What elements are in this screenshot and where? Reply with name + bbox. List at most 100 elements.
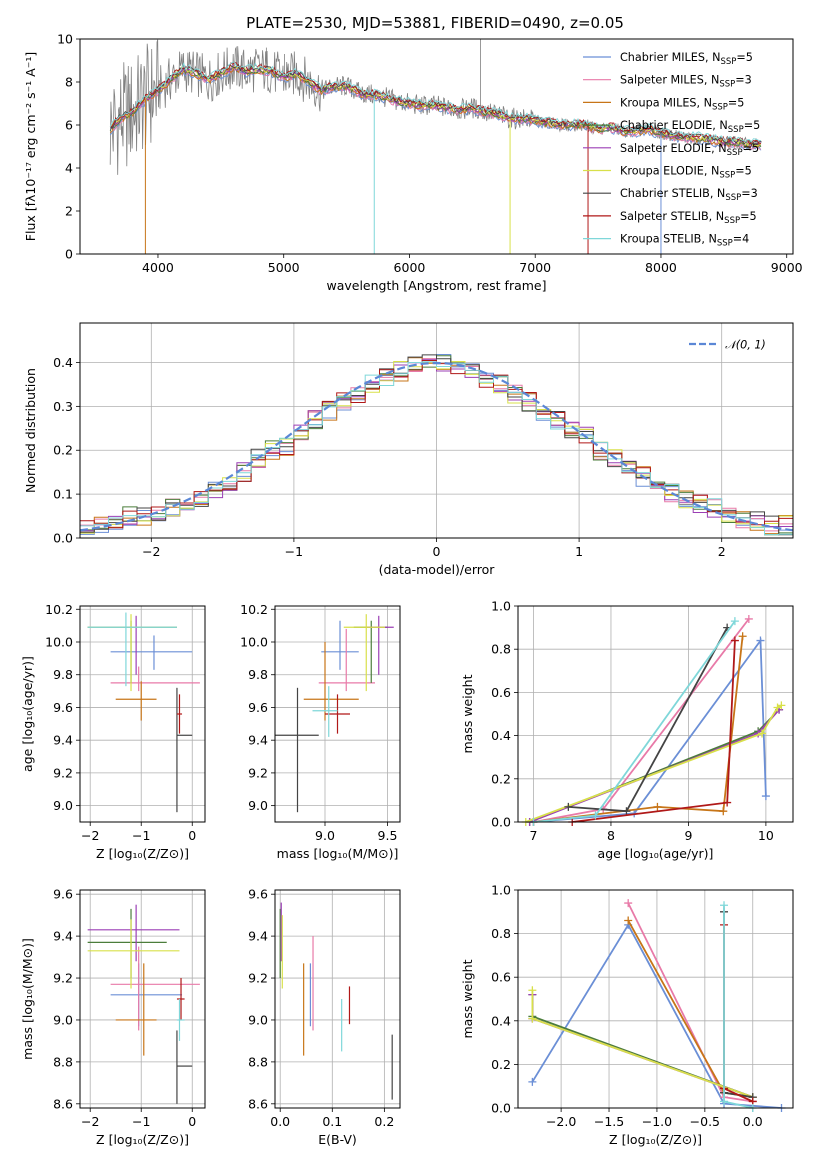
x-tick-label: 9 [684,828,692,843]
legend-subscript: SSP [712,102,728,112]
y-tick-label: 9.4 [248,733,268,748]
y-axis-label: mass weight [460,959,475,1038]
x-axis-label: (data-model)/error [379,562,496,577]
x-tick-label: 0 [188,828,196,843]
y-tick-label: 9.2 [248,765,268,780]
legend-text: Salpeter ELODIE, N [620,142,727,155]
legend-subscript: SSP [724,216,740,226]
legend-entry: Salpeter MILES, NSSP=3 [620,74,752,90]
plus-marker [591,811,600,820]
y-tick-label: 0.2 [491,1057,511,1072]
legend-suffix: =3 [741,187,758,200]
x-axis-label: mass [log₁₀(M/M⊙)] [277,846,399,861]
legend-entry: Kroupa ELODIE, NSSP=5 [620,165,752,181]
legend-suffix: =5 [743,142,760,155]
x-tick-label: 0 [433,544,441,559]
y-tick-label: 8 [65,75,73,90]
legend-text: Kroupa ELODIE, N [620,165,719,178]
mass-weight-line [627,902,753,1103]
mass-vs-metallicity-panel: −2 −1 0 8.6 8.8 9.0 9.2 9.4 9.6 Z [log₁₀(Z/Z⊙)] ma… [20,887,206,1147]
normal-reference-curve [80,361,793,532]
x-tick-label: 9.0 [315,828,335,843]
legend-subscript: SSP [725,193,741,203]
y-tick-label: 0.6 [491,970,511,985]
y-tick-label: 9.4 [53,733,73,748]
y-tick-label: 0.0 [491,1101,511,1116]
y-tick-label: 9.4 [248,929,268,944]
y-tick-label: 9.8 [53,667,73,682]
y-tick-label: 0.0 [491,815,511,830]
y-tick-label: 9.6 [53,887,73,902]
x-axis-label: wavelength [Angstrom, rest frame] [326,278,546,293]
x-tick-label: 0 [188,1114,196,1129]
x-tick-label: 0.0 [270,1114,290,1129]
x-tick-label: 5000 [268,260,300,275]
y-tick-label: 0.4 [491,1013,511,1028]
x-tick-label: 7 [530,828,538,843]
y-tick-label: 0.8 [491,642,511,657]
x-tick-label: 9000 [771,260,803,275]
plus-marker [720,901,729,910]
y-tick-label: 10.0 [45,635,73,650]
model-fit-line [109,61,761,143]
y-tick-label: 8.6 [248,1096,268,1111]
y-tick-label: 0.8 [491,926,511,941]
x-tick-label: 0.1 [322,1114,342,1129]
legend-suffix: =5 [728,96,745,109]
y-tick-label: 9.2 [53,971,73,986]
y-tick-label: 9.0 [53,798,73,813]
axes-frame [274,605,401,823]
legend-suffix: =3 [735,74,752,87]
y-tick-label: 8.8 [53,1054,73,1069]
y-tick-label: 0.2 [491,771,511,786]
legend-entry: Kroupa MILES, NSSP=5 [620,96,744,112]
mass-weight-line [529,709,780,822]
x-tick-label: 10 [758,828,774,843]
legend-suffix: =4 [733,233,750,246]
model-fit-line [109,64,761,147]
x-tick-label: −2.0 [546,1114,576,1129]
histogram-step [80,361,793,538]
axes-frame [79,605,206,823]
x-tick-label: −1.5 [594,1114,624,1129]
y-tick-label: 0.2 [53,443,73,458]
y-tick-label: 0.4 [491,728,511,743]
y-tick-label: 1.0 [491,883,511,898]
x-tick-label: 6000 [394,260,426,275]
legend-text: Chabrier STELIB, N [620,187,725,200]
y-tick-label: 9.6 [53,700,73,715]
axes-frame [79,322,794,539]
mass-vs-ebv-panel: 0.0 0.1 0.2 8.6 8.8 9.0 9.2 9.4 9.6 E(B-V) [248,887,401,1147]
x-axis-label: E(B-V) [318,1132,357,1147]
legend-subscript: SSP [727,148,743,158]
legend-text: Salpeter MILES, N [620,74,719,87]
plus-marker [624,899,633,908]
legend-subscript: SSP [717,239,733,249]
plus-marker [761,792,770,801]
y-tick-label: 9.4 [53,929,73,944]
plus-marker [622,807,631,816]
axes-frame [79,38,794,255]
legend-suffix: =5 [740,210,757,223]
x-axis-label: Z [log₁₀(Z/Z⊙)] [96,1132,189,1147]
legend-subscript: SSP [719,80,735,90]
y-tick-label: 9.6 [248,700,268,715]
plus-marker [528,1014,537,1023]
y-tick-label: 0.4 [53,355,73,370]
x-axis-label: Z [log₁₀(Z/Z⊙)] [96,846,189,861]
plus-marker [756,636,765,645]
age-vs-mass-panel: 9.0 9.5 9.0 9.2 9.4 9.6 9.8 10.0 10.2 mass [log₁₀… [240,602,401,861]
x-tick-label: 4000 [142,260,174,275]
y-tick-label: 10 [57,32,73,47]
y-tick-label: 0.0 [53,531,73,546]
y-tick-label: 9.0 [53,1012,73,1027]
y-tick-label: 0.6 [491,685,511,700]
x-tick-label: −1 [132,828,150,843]
mass-weight-line [531,994,754,1098]
legend-text: Kroupa MILES, N [620,96,712,109]
axes-frame [517,889,794,1109]
plus-marker [528,1077,537,1086]
mass-weight-vs-age-panel: 7 8 9 10 0.0 0.2 0.4 0.6 0.8 1.0 age [log₁₀(age/yr… [460,599,794,861]
y-axis-label: mass weight [460,674,475,753]
